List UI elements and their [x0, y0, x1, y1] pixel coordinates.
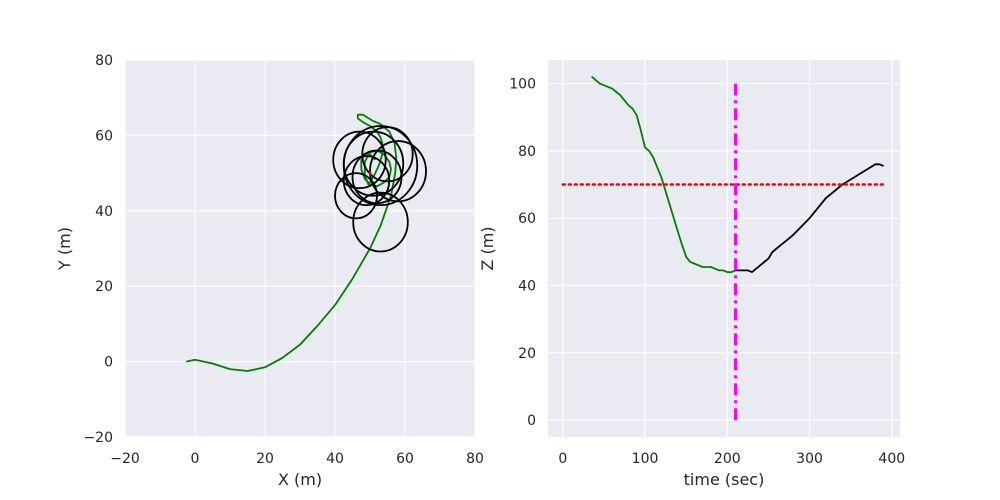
axes-1: −20 0 20 40 60 80 −20 0 20 40 60 80 X (m) Y (m) [55, 53, 484, 489]
y-tick-label: 40 [95, 204, 113, 220]
x-tick-label: 0 [191, 451, 200, 467]
x-tick-label: 40 [326, 451, 344, 467]
y-tick-label: 80 [95, 53, 113, 69]
y-tick-label: 100 [509, 77, 536, 93]
x-tick-label: 0 [558, 451, 567, 467]
y-tick-label: 40 [518, 279, 536, 295]
orbit-circle [332, 130, 387, 190]
x-tick-label: 100 [632, 451, 659, 467]
orbit-circle [361, 126, 414, 183]
data-layer [561, 76, 885, 421]
y-tick-label: 20 [95, 279, 113, 295]
plot-background [125, 60, 475, 437]
x-axis-label: time (sec) [684, 470, 765, 489]
orbit-circle [342, 155, 391, 207]
plot-background [548, 60, 900, 437]
series-line [591, 76, 736, 274]
y-tick-label: 60 [95, 128, 113, 144]
y-tick-label: 20 [518, 346, 536, 362]
x-tick-label: 80 [466, 451, 484, 467]
x-tick-label: 400 [878, 451, 905, 467]
y-tick-label: 60 [518, 211, 536, 227]
x-tick-label: 60 [396, 451, 414, 467]
target-point [368, 171, 372, 175]
y-tick-label: 80 [518, 144, 536, 160]
orbit-circle [352, 191, 409, 253]
y-tick-label: −20 [83, 430, 113, 446]
x-tick-label: 300 [796, 451, 823, 467]
y-axis-label: Z (m) [478, 226, 497, 270]
axes-2: 0 100 200 300 400 0 20 40 60 80 100 time (sec) Z (m) [478, 60, 905, 489]
y-tick-label: 0 [104, 355, 113, 371]
x-tick-label: −20 [110, 451, 140, 467]
orbit-circle [369, 140, 427, 203]
series-line [186, 113, 398, 372]
x-tick-label: 20 [256, 451, 274, 467]
y-axis-label: Y (m) [55, 227, 74, 271]
data-layer [186, 113, 427, 372]
x-axis-label: X (m) [278, 470, 322, 489]
series-line [735, 163, 884, 274]
x-tick-label: 200 [714, 451, 741, 467]
y-tick-label: 0 [527, 413, 536, 429]
